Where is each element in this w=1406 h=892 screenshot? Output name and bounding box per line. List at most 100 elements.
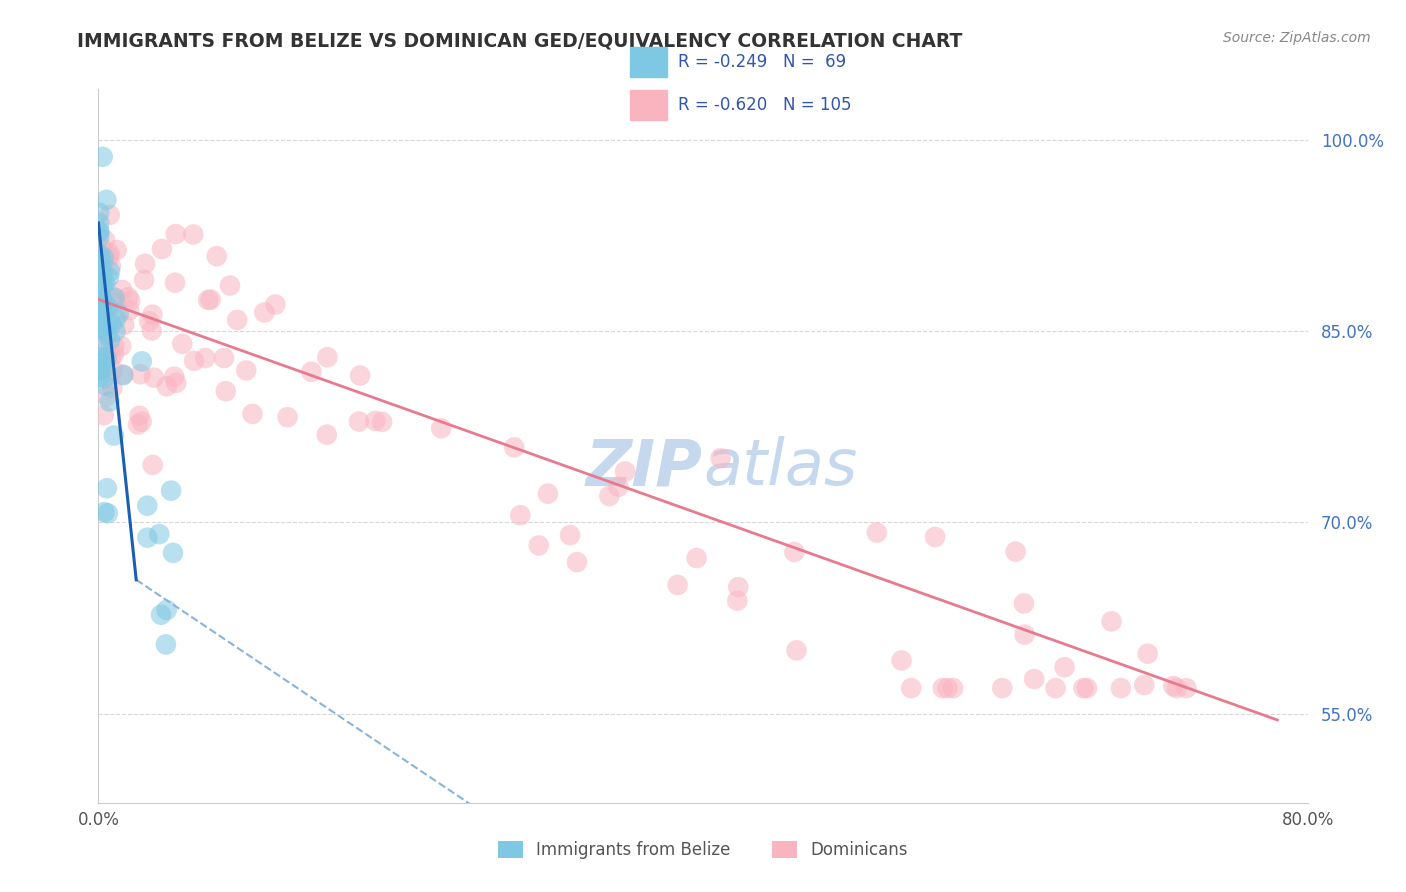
Point <box>1136 647 1159 661</box>
Point <box>89 224 111 238</box>
Point <box>90 252 112 267</box>
Point <box>89 259 111 273</box>
Point <box>253 305 276 319</box>
Point <box>1163 679 1185 693</box>
Point <box>503 441 526 455</box>
Point <box>558 528 581 542</box>
Point <box>103 347 125 361</box>
Point <box>565 555 588 569</box>
Point <box>347 415 370 429</box>
Point <box>98 250 121 264</box>
Point <box>1133 678 1156 692</box>
Point <box>90 331 112 345</box>
Text: IMMIGRANTS FROM BELIZE VS DOMINICAN GED/EQUIVALENCY CORRELATION CHART: IMMIGRANTS FROM BELIZE VS DOMINICAN GED/… <box>77 31 963 50</box>
Point <box>94 350 117 364</box>
Point <box>104 291 127 305</box>
Point <box>98 394 121 409</box>
Point <box>142 370 165 384</box>
Point <box>117 290 139 304</box>
Point <box>276 410 298 425</box>
Point <box>242 407 264 421</box>
Point <box>96 193 118 207</box>
Point <box>172 337 194 351</box>
Point <box>710 451 733 466</box>
Point <box>89 230 111 244</box>
Point <box>100 317 122 331</box>
Point <box>101 381 124 395</box>
Point <box>165 376 187 390</box>
Point <box>89 297 111 311</box>
Point <box>131 415 153 429</box>
Point <box>991 681 1014 695</box>
Point <box>527 539 550 553</box>
Point <box>1004 544 1026 558</box>
Point <box>110 339 132 353</box>
Point <box>98 208 121 222</box>
Point <box>89 206 111 220</box>
Point <box>98 264 121 278</box>
Point <box>183 354 205 368</box>
Point <box>1101 615 1123 629</box>
Point <box>783 545 806 559</box>
Point <box>1014 627 1036 641</box>
Point <box>112 368 135 383</box>
Point <box>90 285 112 299</box>
Point <box>96 318 118 332</box>
Point <box>89 293 111 308</box>
Point <box>136 499 159 513</box>
Point <box>104 312 127 326</box>
Text: Source: ZipAtlas.com: Source: ZipAtlas.com <box>1223 31 1371 45</box>
Point <box>93 409 115 423</box>
Point <box>235 363 257 377</box>
Point <box>1012 597 1035 611</box>
Point <box>786 643 808 657</box>
Point <box>156 603 179 617</box>
Point <box>1073 681 1095 695</box>
Point <box>194 351 217 365</box>
Text: R = -0.620   N = 105: R = -0.620 N = 105 <box>678 96 852 114</box>
Point <box>112 368 135 382</box>
Point <box>219 278 242 293</box>
Point <box>509 508 531 523</box>
Point <box>89 266 111 280</box>
Point <box>316 351 339 365</box>
Point <box>1024 672 1046 686</box>
Point <box>685 551 707 566</box>
Point <box>1166 681 1188 695</box>
Point <box>94 277 117 291</box>
Point <box>349 368 371 383</box>
Point <box>924 530 946 544</box>
Point <box>94 233 117 247</box>
Point <box>91 357 114 371</box>
Point <box>111 283 134 297</box>
Text: atlas: atlas <box>703 436 858 499</box>
Point <box>866 525 889 540</box>
Point <box>89 320 111 334</box>
Point <box>226 313 249 327</box>
Point <box>98 333 121 347</box>
Point <box>93 371 115 385</box>
Point <box>134 257 156 271</box>
Point <box>89 339 111 353</box>
Point <box>197 293 219 307</box>
Point <box>1109 681 1132 695</box>
Point <box>150 607 173 622</box>
Point <box>942 681 965 695</box>
Point <box>98 270 121 285</box>
Point <box>163 369 186 384</box>
Point <box>607 480 630 494</box>
Point <box>160 483 183 498</box>
Point <box>142 458 165 472</box>
Point <box>101 290 124 304</box>
Point <box>162 546 184 560</box>
Point <box>165 227 187 241</box>
Point <box>890 653 912 667</box>
Point <box>127 417 149 432</box>
Point <box>118 303 141 318</box>
FancyBboxPatch shape <box>630 90 666 120</box>
Point <box>91 267 114 281</box>
Point <box>936 681 959 695</box>
Point <box>112 318 135 332</box>
Point <box>100 350 122 364</box>
Point <box>89 350 111 364</box>
